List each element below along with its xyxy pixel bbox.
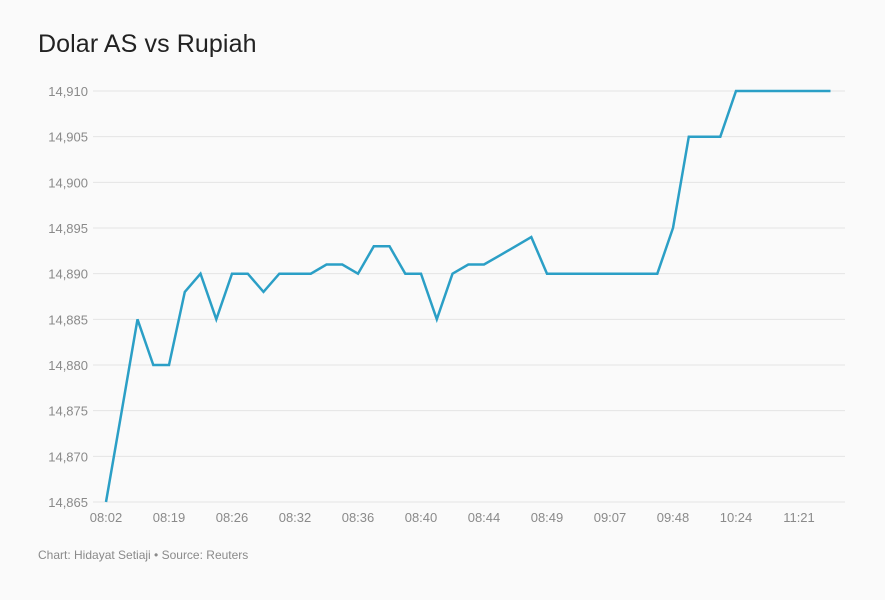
y-tick-label: 14,900 — [48, 175, 88, 190]
x-tick-label: 09:48 — [657, 510, 690, 525]
y-tick-label: 14,885 — [48, 312, 88, 327]
y-tick-label: 14,880 — [48, 358, 88, 373]
chart-title: Dolar AS vs Rupiah — [38, 30, 257, 58]
y-tick-label: 14,905 — [48, 130, 88, 145]
x-tick-label: 08:44 — [468, 510, 501, 525]
y-tick-label: 14,910 — [48, 84, 88, 99]
x-tick-label: 08:02 — [90, 510, 123, 525]
gridlines — [93, 90, 845, 503]
y-tick-label: 14,865 — [48, 495, 88, 510]
y-tick-label: 14,870 — [48, 449, 88, 464]
y-tick-label: 14,890 — [48, 267, 88, 282]
x-tick-label: 09:07 — [594, 510, 627, 525]
x-axis-labels: 08:02 08:19 08:26 08:32 08:36 08:40 08:44 08:49… — [90, 510, 815, 525]
x-tick-label: 11:21 — [783, 510, 815, 525]
y-tick-label: 14,875 — [48, 404, 88, 419]
x-tick-label: 08:40 — [405, 510, 438, 525]
usd-idr-line — [104, 89, 831, 503]
x-tick-label: 08:26 — [216, 510, 249, 525]
x-tick-label: 08:19 — [153, 510, 186, 525]
x-tick-label: 08:36 — [342, 510, 375, 525]
x-tick-label: 08:49 — [531, 510, 564, 525]
y-axis-labels: 14,865 14,870 14,875 14,880 14,885 14,890 14,8… — [48, 84, 88, 510]
y-tick-label: 14,895 — [48, 221, 88, 236]
chart-source: Chart: Hidayat Setiaji • Source: Reuters — [38, 548, 249, 562]
x-tick-label: 08:32 — [279, 510, 312, 525]
x-tick-label: 10:24 — [720, 510, 753, 525]
